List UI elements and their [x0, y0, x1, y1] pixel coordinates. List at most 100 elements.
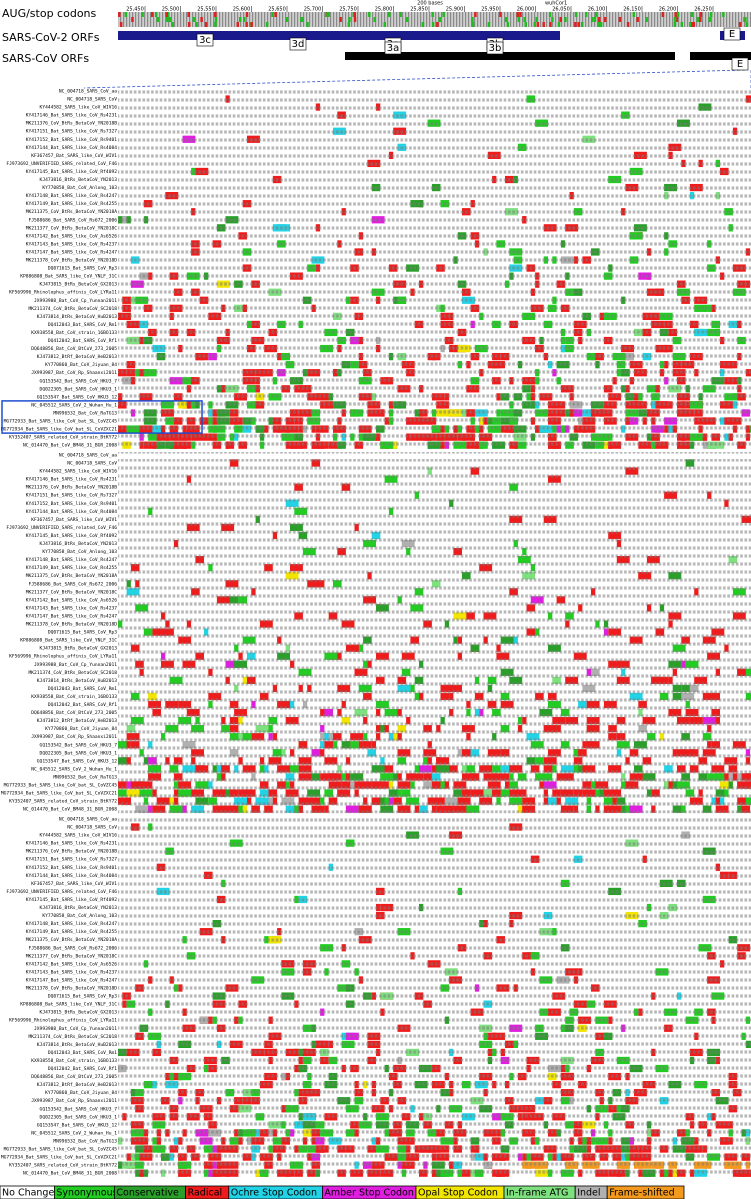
sequence-name: KJ473812_BtRf_BetaCoV_HeB2013 [37, 1082, 117, 1088]
ruler-label: 25,600 [233, 7, 251, 13]
codon-mark [405, 17, 409, 22]
orf-box [486, 41, 504, 55]
sequence-row [118, 1128, 751, 1137]
codon-mark [187, 22, 191, 27]
ruler-label: 25,900 [446, 7, 464, 13]
codon-mark [399, 12, 402, 17]
sequence-name: DQ648856_Bat_CoV_BtCoV_273_2005 [31, 346, 117, 352]
sequence-name: GQ153542_Bat_SARS_CoV_HKU3_7 [40, 378, 118, 384]
sequence-name: DQ022305_Bat_SARS_CoV_HKU3_1 [40, 750, 118, 756]
sequence-row [118, 547, 751, 556]
sequence-name: MG772934_Bat_SARS_like_CoV_bat_SL_CoVZXC… [1, 1155, 117, 1161]
sequence-name: KJ473814_BtRs_BetaCoV_HuB2013 [37, 1042, 117, 1048]
sequence-row [118, 935, 751, 944]
sequence-name: GQ153547_Bat_SARS_CoV_HKU3_12 [37, 394, 117, 400]
sequence-name: DQ071615_Bat_SARS_CoV_Rp3 [48, 266, 117, 272]
codon-mark [577, 22, 580, 27]
codon-mark [171, 22, 174, 27]
codon-mark [245, 12, 249, 17]
sequence-row [118, 797, 751, 806]
codon-mark [699, 17, 702, 22]
sequence-name: NC_014470_Bat_CoV_BM48_31_BGR_2008 [23, 807, 117, 813]
sequence-row [118, 863, 751, 872]
sequence-name: NC_004718_SARS_CoV [67, 461, 117, 467]
sequence-row [118, 320, 751, 329]
sequence-row [118, 1104, 751, 1113]
sequence-row [118, 515, 751, 524]
codon-mark [195, 22, 198, 27]
sequence-name: DQ648856_Bat_CoV_BtCoV_273_2005 [31, 1074, 117, 1080]
sequence-name: KY417143_Bat_SARS_like_CoV_Rs4237 [26, 605, 118, 611]
sequence-name: MK211375_CoV_BtRs_BetaCoV_YN2018A [26, 209, 118, 215]
sequence-row [118, 1040, 751, 1049]
codon-mark [676, 12, 680, 17]
codon-mark [504, 17, 508, 22]
sequence-name: KY417146_Bat_SARS_like_CoV_Rs4231 [26, 477, 118, 483]
sequence-name: KY417149_Bat_SARS_like_CoV_Rs4255 [26, 565, 118, 571]
codon-mark [471, 17, 474, 22]
sequence-row [118, 871, 751, 880]
orf-bar [118, 31, 250, 40]
sequence-row [118, 491, 751, 500]
codon-mark [708, 17, 711, 22]
sequence-row [118, 352, 751, 361]
codon-mark [168, 17, 172, 22]
codon-mark [214, 12, 217, 17]
codon-mark [709, 12, 713, 17]
ruler-label: 26,200 [659, 7, 677, 13]
ruler-label: 26,150 [623, 7, 641, 13]
sequence-name: KY770860_Bat_CoV_Jiyuan_84 [45, 1090, 117, 1096]
sequence-row [118, 595, 751, 604]
sequence-row [118, 239, 751, 248]
sequence-name: KF367457_Bat_SARS_like_CoV_WIV1 [31, 517, 117, 523]
codon-mark [523, 17, 527, 22]
sequence-name: KY352407_SARS_related_CoV_strain_BtKY72 [9, 435, 117, 441]
sequence-row [118, 652, 751, 661]
sequence-row [118, 151, 751, 160]
codon-mark [204, 22, 208, 27]
sequence-name: MK211378_CoV_BtRs_BetaCoV_YN2018D [26, 986, 118, 992]
aa-row [118, 816, 751, 822]
sequence-name: KF367457_Bat_SARS_like_CoV_WIV1 [31, 153, 117, 159]
sequence-name: KY770858_Bat_CoV_Anlong_103 [42, 185, 117, 191]
sequence-name: KY417148_Bat_SARS_like_CoV_Rs4247 [26, 193, 118, 199]
codon-mark [675, 17, 679, 22]
sequence-name: NC_004718_SARS_CoV [67, 825, 117, 831]
orf-label: 3d [292, 39, 305, 50]
ruler-label: 25,700 [304, 7, 322, 13]
codon-mark [519, 12, 522, 17]
sequence-name: KY417149_Bat_SARS_like_CoV_Rs4255 [26, 201, 118, 207]
sequence-name: MK211375_CoV_BtRs_BetaCoV_YN2018A [26, 937, 118, 943]
sequence-name: JX993988_Bat_CoV_Cp_Yunnan2011 [34, 1026, 117, 1032]
codon-mark [353, 17, 357, 22]
codon-mark [691, 22, 694, 27]
sequence-name: KY417144_Bat_SARS_like_CoV_Rs4084 [26, 145, 118, 151]
sequence-name: KY417152_Bat_SARS_like_CoV_Rs9401 [26, 865, 118, 871]
codon-mark [119, 22, 123, 27]
orf-box [384, 41, 402, 55]
codon-mark [373, 17, 377, 22]
sequence-name: DQ022305_Bat_SARS_CoV_HKU3_1 [40, 386, 118, 392]
codon-mark [487, 22, 491, 27]
sequence-row [118, 376, 751, 385]
orf-bar [345, 31, 440, 40]
sequence-name: KJ473814_BtRs_BetaCoV_HuB2013 [37, 678, 117, 684]
codon-mark [118, 12, 121, 17]
sequence-row [118, 1153, 751, 1162]
sequence-row [118, 312, 751, 321]
sequence-row [118, 215, 751, 224]
sequence-row [118, 392, 751, 401]
sequence-name: FJ973692_UNVERIFIED_SARS_related_CoV_F46 [6, 889, 117, 895]
aa-row [118, 88, 751, 94]
codon-mark [274, 12, 277, 17]
sequence-name: KY352407_SARS_related_CoV_strain_BtKY72 [9, 799, 117, 805]
sequence-name: KY417147_Bat_SARS_like_CoV_Rs4247 [26, 977, 118, 983]
sequence-name: JX993987_Bat_CoV_Rp_Shaanxi2011 [31, 370, 117, 376]
sequence-row [118, 344, 751, 353]
sequence-row [118, 1080, 751, 1089]
sequence-row [118, 571, 751, 580]
sequence-name: MN996532_Bat_CoV_RaTG13 [53, 1138, 117, 1144]
legend-label: Frame-shifted [609, 1188, 674, 1199]
codon-mark [131, 17, 134, 22]
sequence-name: KY417143_Bat_SARS_like_CoV_Rs4237 [26, 241, 118, 247]
